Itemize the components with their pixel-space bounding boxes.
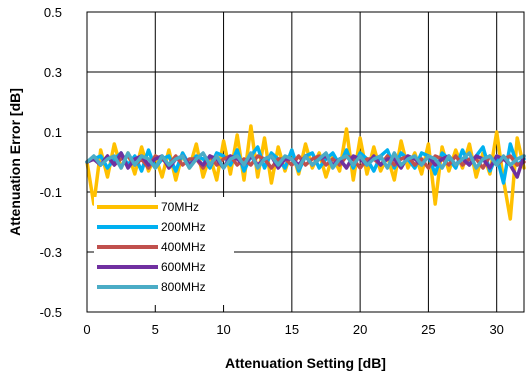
y-tick-label: -0.5: [40, 305, 62, 320]
y-tick-label: 0.3: [44, 65, 62, 80]
legend-label-400mhz: 400MHz: [161, 240, 206, 254]
y-axis-title: Attenuation Error [dB]: [7, 88, 23, 236]
legend-label-800mhz: 800MHz: [161, 280, 206, 294]
x-tick-label: 0: [83, 322, 90, 337]
y-tick-label: -0.3: [40, 245, 62, 260]
y-tick-label: 0.1: [44, 125, 62, 140]
legend-label-600mhz: 600MHz: [161, 260, 206, 274]
y-tick-label: 0.5: [44, 5, 62, 20]
x-tick-label: 15: [285, 322, 299, 337]
series-line-800mhz: [85, 151, 526, 170]
x-tick-label: 25: [421, 322, 435, 337]
x-axis-title: Attenuation Setting [dB]: [225, 355, 386, 371]
series-lines: [85, 124, 526, 221]
tick-labels: 0 5 10 15 20 25 30 -0.5 -0.3 -0.1 0.1 0.3 0.5: [40, 5, 504, 337]
legend: 70MHz 200MHz 400MHz 600MHz 800MHz: [94, 197, 234, 305]
legend-label-200mhz: 200MHz: [161, 220, 206, 234]
y-tick-label: -0.1: [40, 185, 62, 200]
x-tick-label: 5: [152, 322, 159, 337]
x-tick-label: 10: [216, 322, 230, 337]
x-tick-label: 20: [353, 322, 367, 337]
legend-label-70mhz: 70MHz: [161, 200, 199, 214]
x-tick-label: 30: [489, 322, 503, 337]
plot-area-frame: [86, 11, 525, 313]
